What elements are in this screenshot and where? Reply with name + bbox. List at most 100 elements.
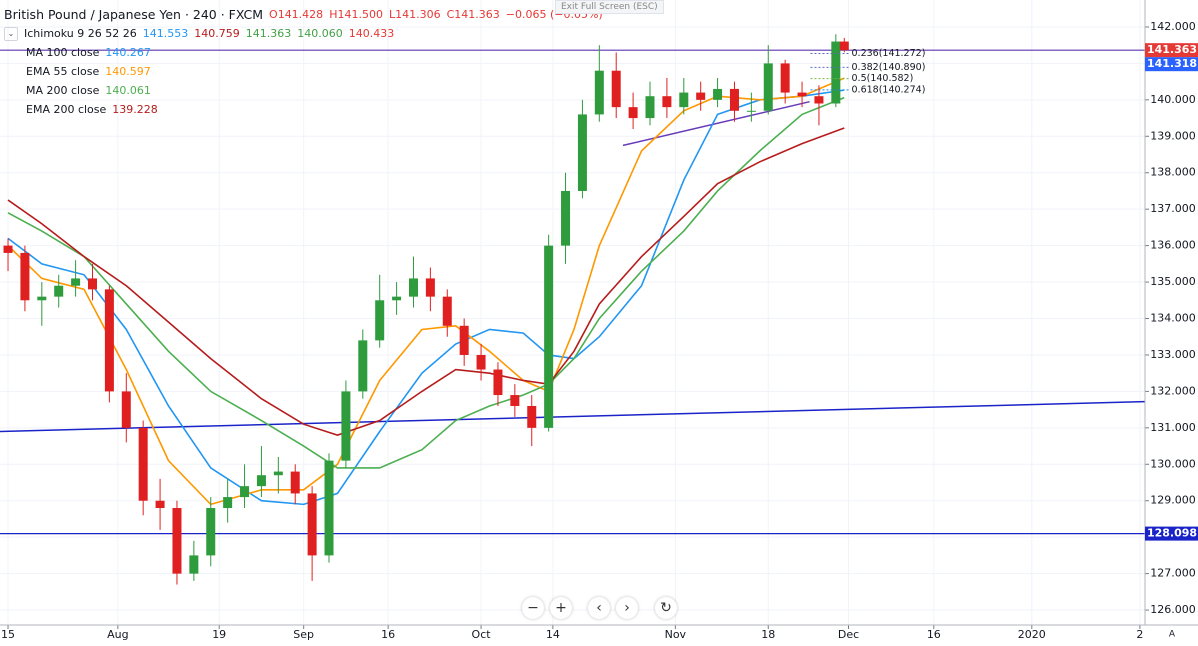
candle-body xyxy=(696,92,706,100)
fib-label: 0.382(140.890) xyxy=(852,62,926,73)
candle-body xyxy=(713,88,723,100)
candle-body xyxy=(746,110,756,112)
candle-body xyxy=(729,88,739,111)
y-tick-label: 134.000 xyxy=(1150,312,1196,325)
price-tag-label: 141.318 xyxy=(1147,57,1197,70)
candle-body xyxy=(628,107,638,119)
indicator-value: 140.759 xyxy=(194,27,240,40)
y-tick-label: 130.000 xyxy=(1150,457,1196,470)
candle-body xyxy=(408,278,418,297)
x-tick-label: Nov xyxy=(665,628,687,641)
candle-body xyxy=(425,278,435,297)
x-tick-label: Aug xyxy=(107,628,128,641)
legend-item: EMA 55 close 140.597 xyxy=(4,62,603,81)
candle-body xyxy=(493,369,503,396)
zoom-out-button[interactable]: − xyxy=(522,597,544,619)
candle-body xyxy=(577,114,587,191)
candle-body xyxy=(189,555,199,574)
quote-value: C141.363 xyxy=(446,8,500,21)
header-row: British Pound / Japanese Yen · 240 · FXC… xyxy=(4,5,603,24)
x-tick-label: 14 xyxy=(546,628,560,641)
candle-body xyxy=(71,278,81,286)
quote-value: O141.428 xyxy=(269,8,324,21)
candle-body xyxy=(256,475,266,487)
candle-body xyxy=(476,354,486,370)
candle-body xyxy=(104,289,114,392)
fib-label: 0.236(141.272) xyxy=(852,48,926,59)
candle-body xyxy=(206,508,216,556)
y-tick-label: 136.000 xyxy=(1150,239,1196,252)
legend-item: MA 200 close 140.061 xyxy=(4,81,603,100)
indicator-line xyxy=(7,89,845,506)
scroll-left-button[interactable]: ‹ xyxy=(588,597,610,619)
quote-value: L141.306 xyxy=(388,8,441,21)
candle-body xyxy=(594,70,604,115)
y-tick-label: 140.000 xyxy=(1150,93,1196,106)
y-tick-label: 142.000 xyxy=(1150,20,1196,33)
candle-body xyxy=(172,508,182,574)
candle-body xyxy=(121,391,131,428)
candle-body xyxy=(87,278,97,290)
price-tag-label: 128.098 xyxy=(1147,527,1197,540)
y-tick-label: 131.000 xyxy=(1150,421,1196,434)
candle-body xyxy=(37,296,47,301)
y-tick-label: 129.000 xyxy=(1150,494,1196,507)
legend-name: MA 200 close xyxy=(26,84,100,97)
indicator-line xyxy=(7,77,845,506)
candle-body xyxy=(662,96,672,108)
reset-button[interactable]: ↻ xyxy=(655,597,677,619)
quote-value: H141.500 xyxy=(329,8,383,21)
collapse-toggle: ⌄ xyxy=(4,26,18,41)
scroll-right-button[interactable]: › xyxy=(616,597,638,619)
candle-body xyxy=(392,296,402,301)
candle-body xyxy=(459,325,469,355)
fib-label: 0.5(140.582) xyxy=(852,73,914,84)
symbol-title: British Pound / Japanese Yen · 240 · FXC… xyxy=(4,7,264,22)
indicator-line xyxy=(7,96,845,469)
candle-body xyxy=(54,285,64,297)
price-tag-label: 141.363 xyxy=(1147,43,1197,56)
indicator-line xyxy=(7,127,845,436)
candle-body xyxy=(763,63,773,111)
indicator-value: 140.433 xyxy=(348,27,395,40)
x-tick-label: 16 xyxy=(927,628,941,641)
x-tick-label: 2 xyxy=(1136,628,1143,641)
candle-body xyxy=(780,63,790,93)
x-tick-label: 15 xyxy=(1,628,15,641)
candle-body xyxy=(240,486,250,498)
scale-mode[interactable]: A xyxy=(1169,630,1176,640)
candle-body xyxy=(561,190,571,246)
legend-value: 140.267 xyxy=(105,46,151,59)
candle-body xyxy=(839,41,849,51)
x-tick-label: Oct xyxy=(472,628,492,641)
y-tick-label: 127.000 xyxy=(1150,567,1196,580)
zoom-in-button[interactable]: + xyxy=(550,597,572,619)
y-tick-label: 139.000 xyxy=(1150,129,1196,142)
y-tick-label: 132.000 xyxy=(1150,384,1196,397)
indicator-name: Ichimoku 9 26 52 26 xyxy=(24,27,137,40)
indicator-value: 140.060 xyxy=(297,27,343,40)
candle-body xyxy=(797,92,807,97)
legend-item: EMA 200 close 139.228 xyxy=(4,100,603,119)
candle-body xyxy=(611,70,621,108)
legend-item: MA 100 close 140.267 xyxy=(4,43,603,62)
y-tick-label: 137.000 xyxy=(1150,202,1196,215)
x-tick-label: 16 xyxy=(381,628,395,641)
x-tick-label: 18 xyxy=(761,628,775,641)
candle-body xyxy=(223,497,233,509)
candle-body xyxy=(324,460,334,556)
candle-body xyxy=(527,405,537,428)
indicator-value: 141.553 xyxy=(142,27,189,40)
exit-fullscreen[interactable]: Exit Full Screen (ESC) xyxy=(555,0,664,14)
legend-name: MA 100 close xyxy=(26,46,100,59)
candle-body xyxy=(544,245,554,428)
y-tick-label: 135.000 xyxy=(1150,275,1196,288)
x-tick-label: 2020 xyxy=(1018,628,1046,641)
indicator-row: ⌄ Ichimoku 9 26 52 26 141.553 140.759 141.36… xyxy=(4,24,603,43)
candle-body xyxy=(679,92,689,108)
x-tick-label: Sep xyxy=(293,628,314,641)
legend-value: 140.597 xyxy=(105,65,151,78)
price-tag xyxy=(1145,43,1198,58)
legend-value: 140.061 xyxy=(105,84,151,97)
